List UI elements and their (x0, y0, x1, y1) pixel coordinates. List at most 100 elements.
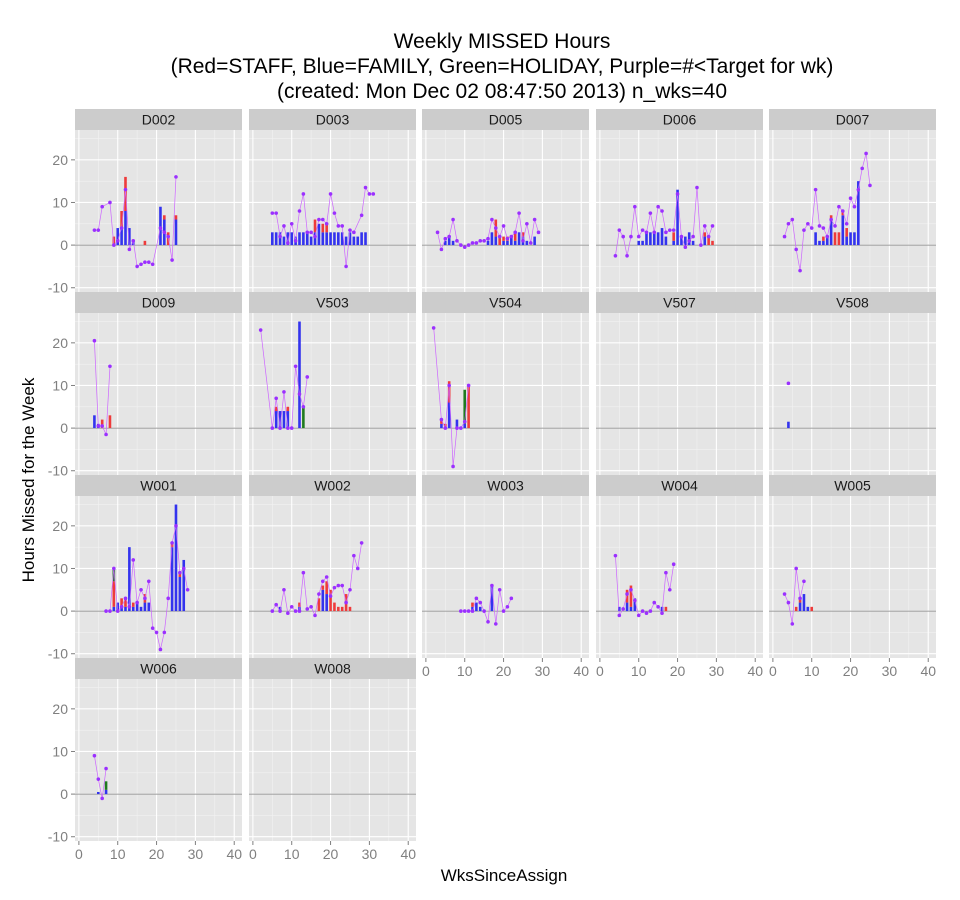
target-point (344, 600, 348, 605)
bar-staff (174, 215, 178, 220)
target-point (802, 579, 806, 584)
bar-staff (112, 581, 116, 607)
target-point (435, 230, 440, 235)
target-point (470, 241, 475, 245)
y-tick-label: -10 (48, 280, 68, 296)
target-point (829, 217, 833, 222)
bar-family (174, 504, 178, 612)
bar-family (478, 606, 482, 612)
x-tick-label: 30 (362, 846, 378, 862)
strip-background (75, 475, 242, 496)
target-point (644, 230, 649, 235)
panel-background (249, 679, 416, 841)
target-point (447, 234, 451, 239)
panel-background (75, 313, 242, 475)
strip-label: W003 (487, 478, 524, 494)
bar-family (333, 232, 336, 246)
panel-background (75, 496, 242, 658)
bar-family (360, 232, 363, 246)
target-point (844, 221, 849, 226)
target-point (656, 605, 660, 609)
target-point (108, 609, 112, 613)
target-point (309, 605, 313, 609)
strip-label: D006 (663, 112, 697, 128)
target-point (706, 234, 711, 239)
panel-d003: D003 (249, 109, 416, 292)
panel-w002: W002 (249, 475, 416, 658)
bar-family (348, 232, 352, 246)
bar-family (506, 240, 509, 246)
strip-background (75, 292, 242, 313)
target-point (166, 234, 171, 239)
bar-staff (703, 232, 707, 237)
bar-staff (124, 598, 127, 607)
target-point (324, 575, 329, 579)
strip-background (249, 475, 416, 496)
bar-family (684, 236, 687, 246)
bar-family (278, 232, 282, 246)
target-point (466, 383, 471, 388)
x-tick-label: 40 (400, 846, 416, 862)
target-point (278, 234, 282, 239)
bar-staff (664, 606, 668, 612)
bar-family (841, 215, 845, 246)
target-line (615, 187, 713, 256)
target-point (702, 224, 707, 228)
bar-staff (629, 585, 633, 607)
bar-family (159, 206, 162, 246)
bar-family (317, 223, 321, 246)
strip-label: V508 (836, 295, 869, 311)
bar-family (471, 606, 474, 612)
target-point (355, 566, 360, 571)
target-point (667, 587, 672, 592)
panel-w005: W005 0 10 20 30 40 (769, 475, 936, 679)
target-point (170, 541, 174, 545)
bar-family (787, 421, 790, 429)
target-point (656, 204, 660, 209)
bar-family (490, 232, 494, 246)
target-point (119, 226, 124, 230)
target-point (648, 211, 653, 215)
panel-w004: W004 0 10 20 30 40 (596, 475, 763, 679)
target-point (621, 234, 625, 239)
bar-holiday (463, 389, 467, 424)
x-tick-label: 10 (804, 663, 820, 679)
bar-family (440, 423, 443, 429)
bar-family (286, 232, 290, 246)
title-line-3: (created: Mon Dec 02 08:47:50 2013) n_wk… (277, 80, 727, 103)
bar-staff (498, 236, 501, 246)
panel-background (422, 130, 589, 292)
bar-family (337, 232, 340, 246)
panel-background (596, 130, 763, 292)
bar-family (660, 228, 664, 246)
bar-staff (100, 419, 104, 429)
strip-background (249, 109, 416, 130)
bar-staff (521, 232, 525, 237)
panel-v508: V508 (769, 292, 936, 475)
bar-family (178, 577, 182, 612)
bar-staff (837, 232, 841, 246)
target-point (96, 777, 101, 781)
target-point (324, 221, 329, 226)
bar-family (274, 411, 278, 429)
target-point (474, 241, 479, 245)
bar-family (664, 236, 668, 246)
target-point (170, 258, 174, 262)
target-point (462, 609, 467, 613)
bar-family (278, 606, 282, 612)
strip-label: V504 (489, 295, 522, 311)
bar-family (356, 236, 360, 246)
bar-staff (333, 602, 336, 612)
target-point (123, 596, 128, 601)
bar-family (672, 240, 675, 246)
strip-label: D005 (489, 112, 523, 128)
target-point (625, 592, 629, 596)
target-point (96, 424, 101, 428)
target-point (328, 594, 333, 598)
target-point (671, 228, 676, 232)
bar-family (271, 232, 274, 246)
target-point (710, 224, 715, 228)
target-point (139, 262, 143, 267)
target-point (431, 326, 436, 330)
bar-family (298, 232, 301, 246)
